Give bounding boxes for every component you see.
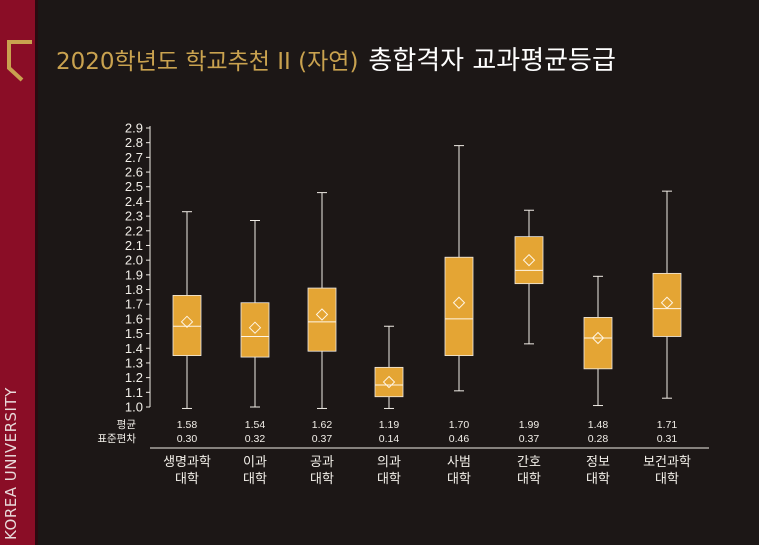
mean-value: 1.70 [449, 419, 470, 431]
mean-marker [452, 296, 466, 309]
y-tick-label: 1.6 [125, 311, 143, 326]
x-category-label: 대학 [447, 471, 471, 486]
x-category-label: 대학 [586, 471, 610, 486]
x-category-label: 생명과학 [163, 454, 211, 469]
std-value: 0.28 [588, 433, 609, 445]
mean-value: 1.62 [312, 419, 333, 431]
std-value: 0.37 [519, 433, 540, 445]
y-tick-label: 2.9 [125, 121, 143, 136]
slide-title: 2020학년도 학교추천 II (자연) 총합격자 교과평균등급 [56, 40, 616, 77]
brand-sidebar [0, 0, 38, 545]
std-value: 0.31 [657, 433, 678, 445]
std-value: 0.14 [379, 433, 400, 445]
y-tick-label: 1.1 [125, 385, 143, 400]
y-tick-label: 1.8 [125, 282, 143, 297]
title-prefix: 2020학년도 학교추천 II (자연) [56, 49, 359, 75]
y-tick-label: 2.2 [125, 223, 143, 238]
title-main: 총합격자 교과평균등급 [368, 46, 616, 76]
box [652, 272, 682, 337]
y-tick-label: 2.6 [125, 165, 143, 180]
std-value: 0.32 [245, 433, 266, 445]
mean-marker [591, 331, 605, 345]
mean-marker [660, 296, 674, 309]
corner-bracket-logo [7, 40, 32, 82]
x-category-label: 대학 [310, 471, 334, 486]
mean-value: 1.54 [245, 419, 266, 431]
x-category-label: 대학 [243, 471, 267, 486]
y-tick-label: 1.3 [125, 355, 143, 370]
std-row-label: 표준편차 [97, 432, 136, 445]
x-category-label: 대학 [175, 471, 199, 486]
y-tick-label: 1.9 [125, 267, 143, 282]
mean-value: 1.71 [657, 419, 678, 431]
std-value: 0.30 [177, 433, 198, 445]
box [444, 256, 474, 357]
mean-value: 1.99 [519, 419, 540, 431]
mean-value: 1.19 [379, 419, 400, 431]
std-value: 0.37 [312, 433, 333, 445]
mean-marker [522, 253, 536, 267]
x-category-label: 간호 [517, 454, 541, 469]
x-category-label: 대학 [655, 471, 679, 486]
x-category-label: 대학 [377, 471, 401, 486]
y-tick-label: 2.8 [125, 135, 143, 150]
sidebar-edge [35, 0, 38, 545]
x-category-label: 보건과학 [643, 454, 691, 469]
x-category-label: 대학 [517, 471, 541, 486]
y-tick-label: 2.4 [125, 194, 143, 209]
box [172, 294, 202, 357]
y-tick-label: 2.7 [125, 150, 143, 165]
y-tick-label: 2.3 [125, 209, 143, 224]
mean-row-label: 평균 [117, 419, 137, 431]
mean-value: 1.48 [588, 419, 609, 431]
mean-marker [248, 321, 262, 334]
box [374, 366, 404, 398]
mean-marker [382, 375, 396, 389]
box [240, 302, 270, 358]
x-category-label: 이과 [243, 454, 267, 469]
y-tick-label: 1.4 [125, 341, 143, 356]
y-tick-label: 1.7 [125, 297, 143, 312]
x-category-label: 의과 [377, 454, 401, 469]
x-category-label: 정보 [586, 454, 610, 469]
mean-marker [315, 308, 329, 321]
box [514, 236, 544, 285]
mean-marker [180, 315, 194, 329]
y-tick-label: 2.1 [125, 238, 143, 253]
y-tick-label: 2.0 [125, 253, 143, 268]
mean-value: 1.58 [177, 419, 198, 431]
x-category-label: 공과 [310, 454, 334, 469]
y-tick-label: 1.5 [125, 326, 143, 341]
y-tick-label: 1.2 [125, 370, 143, 385]
y-tick-label: 2.5 [125, 179, 143, 194]
x-category-label: 사범 [447, 454, 471, 469]
std-value: 0.46 [449, 433, 470, 445]
y-tick-label: 1.0 [125, 400, 143, 415]
